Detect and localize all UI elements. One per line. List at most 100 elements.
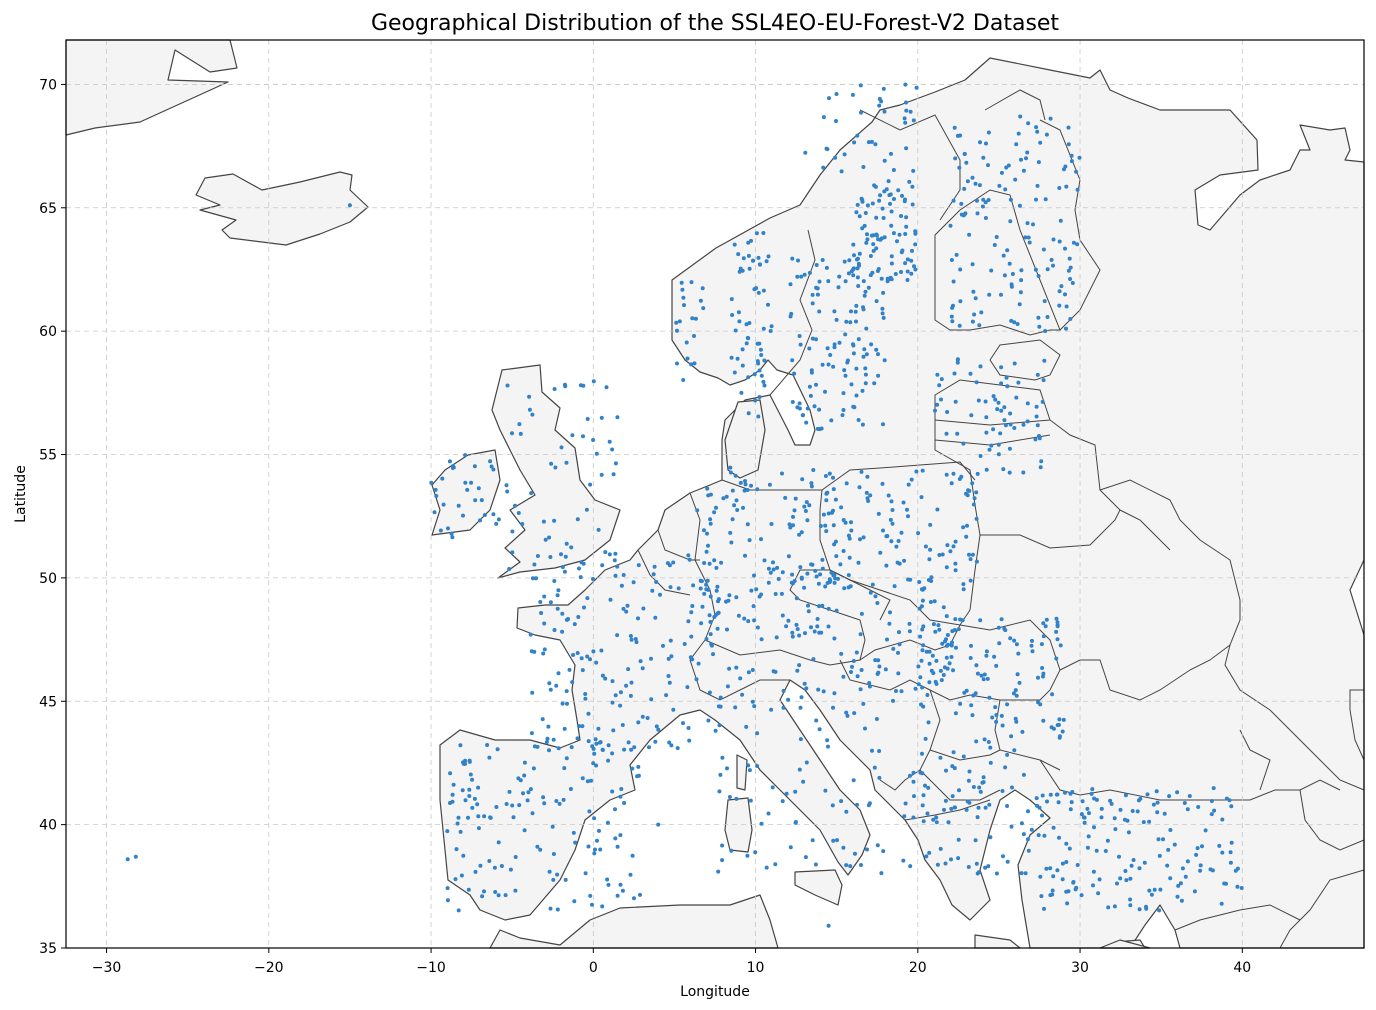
data-point [1074,169,1079,174]
data-point [630,766,635,771]
data-point [804,420,809,425]
data-point [984,430,989,435]
data-point [999,617,1004,622]
data-point [935,507,940,512]
data-point [826,624,831,629]
data-point [851,273,856,278]
data-point [675,328,679,333]
data-point [1026,235,1031,240]
data-point [967,552,971,557]
data-point [981,677,986,682]
data-point [1034,125,1039,130]
data-point [907,629,912,634]
data-point [1060,729,1065,734]
data-point [891,646,896,651]
data-point [1044,132,1049,137]
data-point [667,563,672,568]
data-point [736,310,741,315]
data-point [1137,866,1142,871]
data-point [962,152,967,156]
data-point [974,380,979,385]
data-point [572,622,577,627]
data-point [1112,816,1117,821]
data-point [1220,850,1225,855]
data-point [476,785,481,790]
data-point [743,479,747,483]
data-point [1021,168,1026,173]
data-point [513,855,518,859]
data-point [808,393,813,398]
data-point [961,525,966,530]
data-point [965,523,969,528]
data-point [975,471,980,476]
data-point [968,557,973,562]
data-point [857,251,862,256]
data-point [664,693,669,698]
data-point [949,806,954,811]
data-point [599,415,604,420]
data-point [510,550,515,555]
data-point [869,233,874,238]
data-point [466,815,470,820]
data-point [461,513,465,518]
data-point [907,621,912,626]
data-point [817,279,822,284]
data-point [959,474,964,479]
data-point [803,855,808,860]
data-point [1128,903,1133,908]
data-point [1227,798,1232,803]
land-denmark [724,399,766,479]
land-iceland [195,171,369,246]
data-point [977,323,982,328]
data-point [1064,841,1069,846]
data-point [775,565,780,570]
data-point [564,756,569,761]
data-point [510,529,515,534]
data-point [1007,470,1012,475]
data-point [458,743,463,748]
data-point [952,628,957,632]
data-point [668,585,673,590]
data-point [949,643,954,648]
data-point [837,274,842,279]
data-point [916,664,921,669]
data-point [810,301,815,306]
data-point [817,427,822,432]
data-point [1055,868,1060,873]
data-point [832,572,837,577]
data-point [740,692,745,697]
data-point [833,576,838,581]
data-point [720,858,725,863]
data-point [1030,638,1034,643]
data-point [881,315,886,320]
data-point [910,248,914,253]
data-point [1048,866,1053,871]
data-point [613,807,617,812]
data-point [573,840,578,845]
data-point [953,561,958,566]
data-point [792,371,797,376]
data-point [615,415,620,420]
data-point [896,539,901,543]
data-point [1161,837,1165,842]
data-point [799,274,804,279]
data-point [1054,629,1059,634]
data-point [496,517,501,522]
data-point [834,119,838,123]
data-point [887,621,892,626]
data-point [769,324,774,329]
data-point [613,573,618,578]
data-point [653,615,658,620]
data-point [913,686,918,691]
data-point [1057,186,1062,190]
data-point [708,619,713,624]
data-point [608,597,613,602]
data-point [530,811,535,816]
data-point [1068,277,1073,281]
data-point [534,576,538,581]
data-point [686,619,691,624]
data-point [732,503,737,508]
data-point [823,523,828,528]
data-point [927,850,932,855]
data-point [1041,247,1046,252]
